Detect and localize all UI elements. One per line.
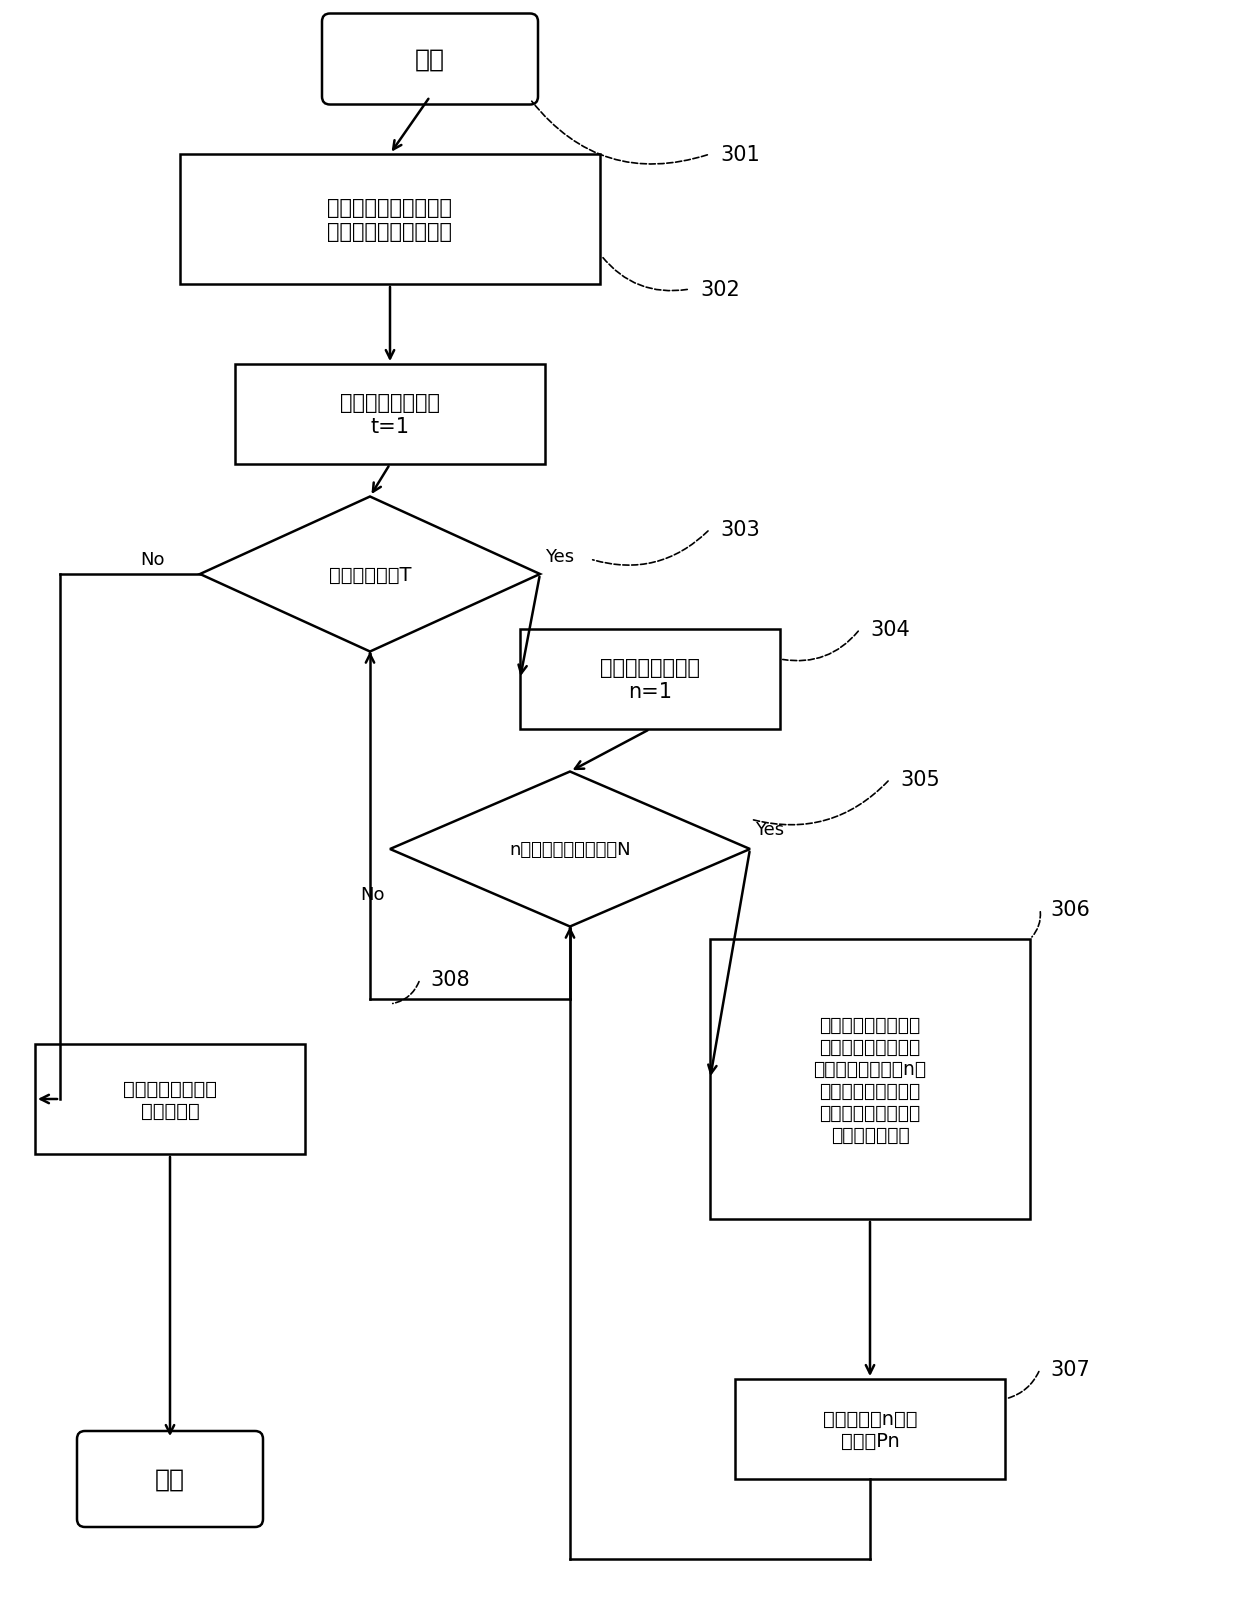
Text: 305: 305 <box>900 770 940 789</box>
Text: 从基站的子信道分配表
中获得子信道分配情况: 从基站的子信道分配表 中获得子信道分配情况 <box>327 199 453 242</box>
Text: No: No <box>140 550 165 568</box>
Text: 初始化子信道编号
n=1: 初始化子信道编号 n=1 <box>600 659 701 700</box>
Text: 301: 301 <box>720 145 760 165</box>
Text: 307: 307 <box>1050 1359 1090 1378</box>
Text: n小于最大子信道编号N: n小于最大子信道编号N <box>510 841 631 859</box>
Text: Yes: Yes <box>546 547 574 565</box>
Text: 304: 304 <box>870 620 910 639</box>
Text: 返回子信道和功率
分配的结果: 返回子信道和功率 分配的结果 <box>123 1078 217 1120</box>
Text: 308: 308 <box>430 970 470 989</box>
Text: Yes: Yes <box>755 820 784 839</box>
Bar <box>711 939 1030 1219</box>
FancyBboxPatch shape <box>322 15 538 105</box>
Text: 在其他子信道的功率
保持不变的基础上，
调整分配给子信道n的
功率，使该子信道对
于其对应的用户的能
量效用函数最大: 在其他子信道的功率 保持不变的基础上， 调整分配给子信道n的 功率，使该子信道对… <box>813 1015 926 1144</box>
Polygon shape <box>391 771 750 926</box>
Text: 更新子信道n的分
配功率Pn: 更新子信道n的分 配功率Pn <box>823 1409 918 1449</box>
Text: 303: 303 <box>720 520 760 539</box>
Text: 迭代次数初始化为
t=1: 迭代次数初始化为 t=1 <box>340 394 440 436</box>
Bar <box>180 155 600 284</box>
Text: 结束: 结束 <box>155 1467 185 1491</box>
Bar <box>236 365 546 465</box>
Text: 306: 306 <box>1050 899 1090 920</box>
Bar <box>735 1378 1004 1478</box>
Bar <box>35 1044 305 1154</box>
Text: 302: 302 <box>701 279 740 300</box>
Text: 迭代次数小于T: 迭代次数小于T <box>329 565 412 584</box>
Bar <box>520 629 780 730</box>
Text: 开始: 开始 <box>415 48 445 73</box>
FancyBboxPatch shape <box>77 1432 263 1527</box>
Text: No: No <box>361 886 384 904</box>
Polygon shape <box>200 497 539 652</box>
